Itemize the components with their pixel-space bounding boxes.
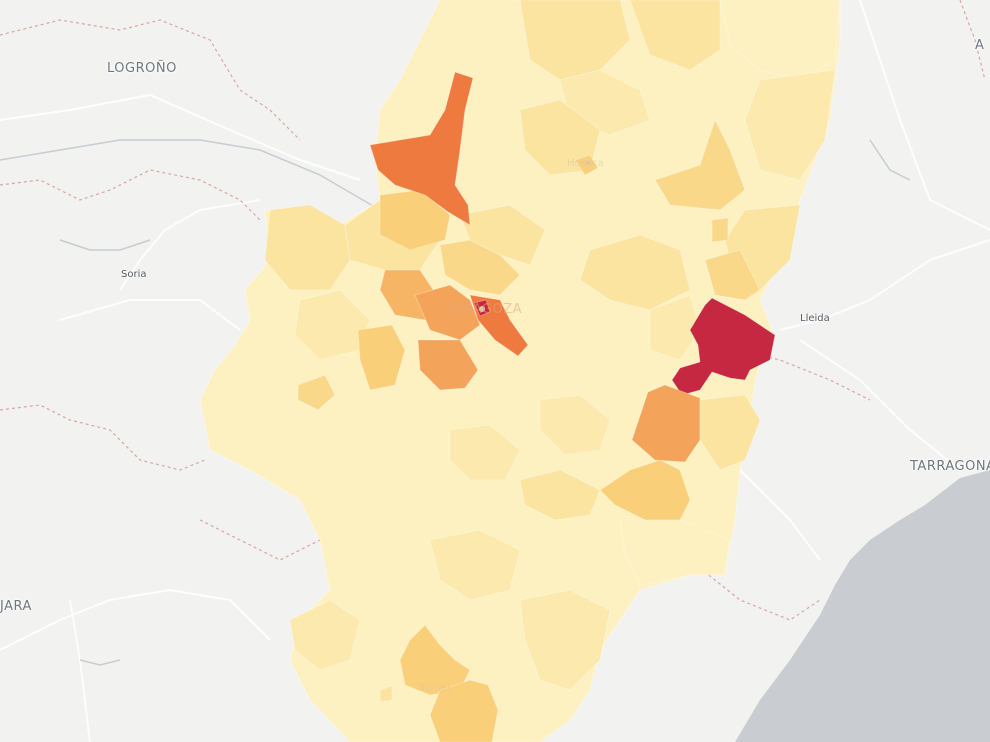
district-south-3 (619, 519, 731, 586)
label-soria: Soria (121, 269, 147, 280)
district-south-4 (429, 529, 521, 601)
district-c3 (704, 249, 761, 301)
district-mid3 (449, 424, 521, 481)
district-east-light (599, 459, 691, 521)
label-tarragona: TARRAGONA (910, 459, 990, 474)
district-zw1 (264, 204, 351, 291)
district-orange3 (414, 284, 481, 341)
district-mid1 (519, 469, 601, 521)
district-n6 (654, 118, 746, 211)
district-huesca-orange (369, 71, 474, 226)
aragon-choropleth (199, 0, 841, 742)
label-teruel: Teruel (420, 683, 450, 694)
district-south-1 (289, 599, 361, 671)
district-c2 (649, 294, 701, 361)
district-yellow-ne (459, 204, 546, 266)
label-zaragoza: ZARAGOZA (445, 302, 523, 317)
district-n7 (744, 69, 836, 181)
label-edge-partial: A (975, 38, 985, 53)
district-teruel-2 (429, 679, 499, 742)
city-markers (479, 161, 590, 312)
label-lleida: Lleida (800, 313, 830, 324)
district-mid2 (539, 394, 611, 456)
label-guadalajara: JARA (0, 599, 32, 614)
district-n9 (711, 217, 729, 243)
district-huesca-city (574, 154, 599, 176)
district-east-yellow (699, 394, 761, 471)
label-logrono: LOGROÑO (107, 61, 177, 76)
district-east-orange (631, 384, 701, 463)
mediterranean-sea (735, 470, 990, 742)
district-n3 (629, 0, 721, 71)
district-orange5 (357, 324, 406, 391)
label-huesca: Huesca (567, 158, 604, 169)
district-teruel-3 (379, 685, 393, 703)
district-south-2 (519, 589, 611, 691)
district-teruel-1 (399, 624, 471, 696)
district-orange4 (417, 339, 479, 391)
district-zw3 (297, 374, 336, 411)
rivers-layer (0, 139, 911, 666)
district-east-red (671, 297, 776, 396)
district-c1 (579, 234, 691, 311)
